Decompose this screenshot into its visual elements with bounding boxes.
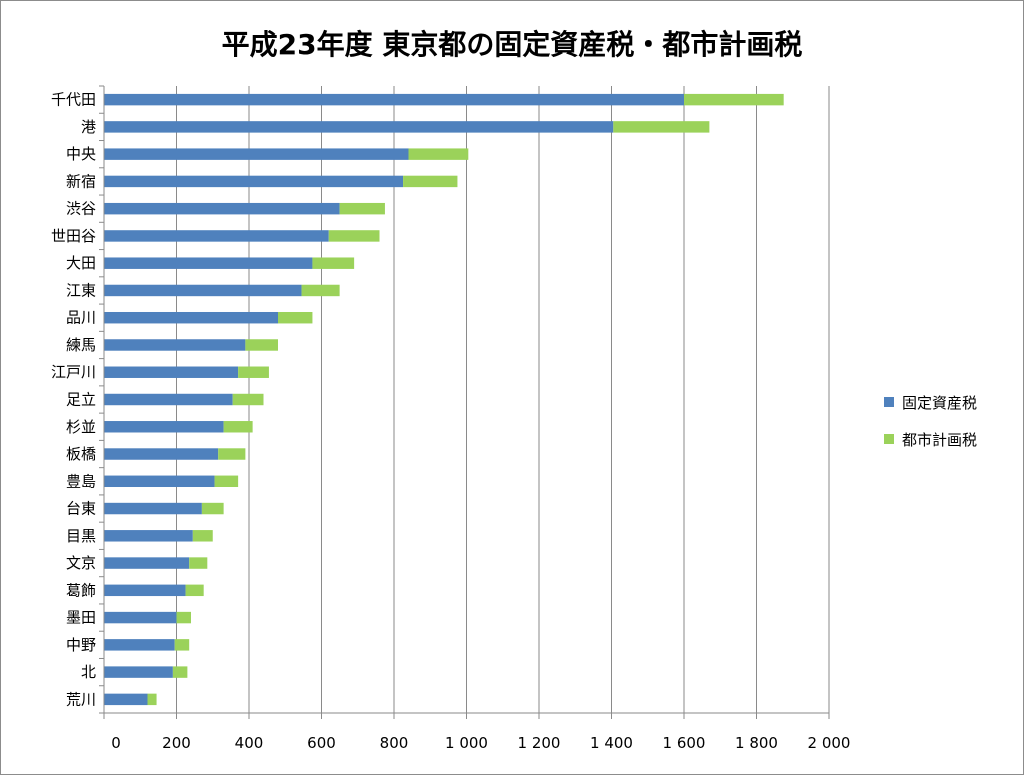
x-tick-label: 1 200: [518, 734, 561, 752]
bar-city-planning-tax-0: [684, 93, 784, 106]
bar-property-tax-4: [104, 202, 340, 215]
bar-city-planning-tax-20: [174, 639, 190, 651]
bar-property-tax-22: [104, 693, 148, 706]
category-label: 杉並: [66, 418, 96, 436]
category-label: 江戸川: [51, 363, 96, 381]
tick-labels: 0 200 400 600 800 1 000 1 200 1 400 1 600 1 800 2 …: [111, 734, 850, 752]
axes: [99, 85, 830, 719]
legend-label: 都市計画税: [902, 431, 977, 449]
category-label: 墨田: [66, 609, 96, 627]
bar-property-tax-12: [104, 421, 224, 433]
bar-city-planning-tax-21: [172, 666, 188, 678]
x-tick-label: 800: [380, 734, 409, 752]
bars: [104, 93, 784, 706]
bar-property-tax-10: [104, 366, 239, 378]
bar-city-planning-tax-11: [232, 393, 264, 406]
category-label: 足立: [66, 391, 96, 409]
category-label: 中野: [66, 636, 96, 654]
bar-city-planning-tax-10: [238, 366, 269, 378]
bar-property-tax-2: [104, 148, 409, 160]
category-label: 文京: [66, 554, 96, 572]
category-label: 渋谷: [66, 200, 96, 218]
bar-property-tax-19: [104, 611, 177, 624]
x-tick-label: 1 800: [735, 734, 778, 752]
bar-city-planning-tax-19: [176, 611, 191, 624]
category-label: 江東: [66, 281, 96, 299]
bar-city-planning-tax-18: [185, 584, 204, 597]
bar-property-tax-18: [104, 584, 186, 597]
bar-property-tax-6: [104, 257, 313, 269]
bar-property-tax-1: [104, 121, 614, 133]
x-tick-label: 1 600: [663, 734, 706, 752]
bar-property-tax-15: [104, 502, 202, 515]
x-tick-label: 0: [111, 734, 121, 752]
bar-city-planning-tax-12: [223, 421, 253, 433]
bar-property-tax-7: [104, 284, 302, 297]
bar-property-tax-0: [104, 93, 684, 106]
category-label: 豊島: [66, 472, 96, 490]
grid-lines: [176, 86, 830, 713]
bar-property-tax-13: [104, 448, 219, 460]
category-label: 品川: [66, 309, 96, 327]
category-label: 港: [81, 118, 96, 136]
bar-property-tax-11: [104, 393, 233, 406]
category-label: 台東: [66, 500, 96, 518]
bar-city-planning-tax-8: [278, 311, 313, 324]
chart-title: 平成23年度 東京都の固定資産税・都市計画税: [222, 28, 803, 61]
bar-property-tax-5: [104, 230, 329, 242]
category-label: 新宿: [66, 172, 96, 190]
bar-property-tax-17: [104, 557, 190, 569]
bar-property-tax-20: [104, 639, 175, 651]
category-label: 大田: [66, 254, 96, 272]
x-tick-label: 600: [307, 734, 336, 752]
bar-city-planning-tax-15: [201, 502, 224, 515]
category-label: 千代田: [51, 91, 96, 109]
x-tick-label: 400: [235, 734, 264, 752]
category-label: 中央: [66, 145, 96, 163]
bar-city-planning-tax-2: [408, 148, 469, 160]
category-label: 目黒: [66, 527, 96, 545]
category-label: 荒川: [66, 690, 96, 708]
legend-label: 固定資産税: [902, 394, 977, 412]
category-label: 練馬: [66, 336, 96, 354]
x-tick-label: 1 000: [445, 734, 488, 752]
bar-city-planning-tax-13: [218, 448, 246, 460]
bar-city-planning-tax-17: [189, 557, 208, 569]
bar-city-planning-tax-3: [403, 175, 458, 188]
bar-property-tax-9: [104, 339, 246, 351]
bar-city-planning-tax-9: [245, 339, 278, 351]
bar-property-tax-8: [104, 311, 278, 324]
bar-city-planning-tax-5: [328, 230, 380, 242]
bar-city-planning-tax-22: [147, 693, 157, 706]
bar-city-planning-tax-14: [214, 475, 239, 488]
x-tick-label: 2 000: [808, 734, 851, 752]
category-labels: 千代田港中央新宿渋谷世田谷大田江東品川練馬江戸川足立杉並板橋豊島台東目黒文京葛飾…: [51, 91, 96, 709]
category-label: 葛飾: [66, 581, 96, 599]
bar-city-planning-tax-6: [312, 257, 355, 269]
category-label: 板橋: [66, 445, 96, 463]
bar-city-planning-tax-16: [192, 530, 213, 542]
bar-property-tax-16: [104, 530, 193, 542]
category-label: 北: [81, 663, 96, 681]
bar-city-planning-tax-7: [301, 284, 340, 297]
category-label: 世田谷: [51, 227, 96, 245]
bar-property-tax-3: [104, 175, 404, 188]
bar-property-tax-21: [104, 666, 173, 678]
legend-swatch: [884, 397, 894, 407]
x-tick-label: 1 400: [590, 734, 633, 752]
bar-property-tax-14: [104, 475, 215, 488]
bar-city-planning-tax-1: [613, 121, 710, 133]
legend-swatch: [884, 434, 894, 444]
bar-city-planning-tax-4: [339, 202, 385, 215]
x-tick-label: 200: [162, 734, 191, 752]
